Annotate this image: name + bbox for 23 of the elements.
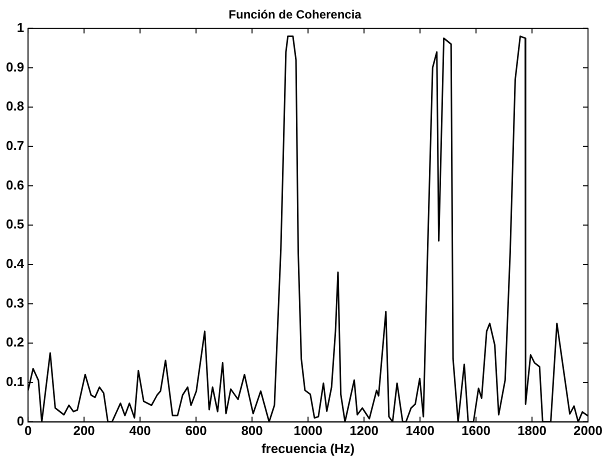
x-tick-label: 600 [185, 423, 207, 438]
y-tick-label: 0.9 [6, 59, 24, 74]
y-tick-label: 0.7 [6, 138, 24, 153]
x-tick-label: 1600 [462, 423, 490, 438]
chart-title: Función de Coherencia [228, 8, 362, 22]
y-tick-label: 0.8 [6, 98, 24, 114]
x-tick-label: 1800 [518, 423, 546, 438]
y-tick-label: 0.1 [6, 374, 24, 390]
x-tick-label: 2000 [574, 423, 602, 438]
y-tick-label: 0.4 [6, 256, 25, 272]
x-tick-label: 400 [129, 423, 151, 438]
x-tick-label: 1200 [350, 423, 378, 438]
x-axis-title: frecuencia (Hz) [261, 440, 355, 456]
y-tick-label: 0.6 [6, 177, 24, 192]
y-tick-label: 0.3 [6, 295, 24, 310]
y-tick-label: 1 [16, 20, 24, 35]
x-tick-label: 200 [73, 423, 95, 438]
y-tick-label: 0.2 [6, 334, 24, 350]
x-tick-label: 800 [241, 423, 263, 438]
y-tick-label: 0.5 [6, 216, 24, 232]
y-tick-label: 0 [16, 413, 24, 428]
x-tick-label: 1400 [406, 423, 434, 438]
x-tick-label: 1000 [294, 423, 322, 438]
